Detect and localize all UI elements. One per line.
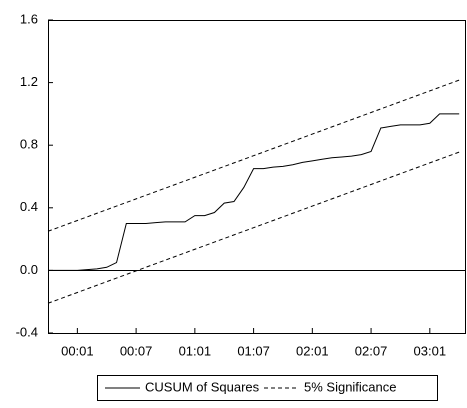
y-tick-label: 0.0 (20, 262, 38, 277)
legend-label: CUSUM of Squares (145, 379, 260, 394)
y-tick-label: 0.4 (20, 199, 38, 214)
y-tick-label: 1.2 (20, 74, 38, 89)
x-tick-label: 00:01 (61, 343, 94, 358)
legend-label: 5% Significance (304, 379, 397, 394)
x-tick-label: 03:01 (414, 343, 447, 358)
series-line (47, 151, 460, 304)
x-tick-label: 02:01 (296, 343, 329, 358)
series-line (47, 79, 460, 232)
series-line (48, 113, 460, 271)
y-tick-label: -0.4 (16, 324, 38, 339)
y-tick-label: 0.8 (20, 137, 38, 152)
legend-box (97, 375, 438, 401)
x-tick-label: 01:07 (237, 343, 270, 358)
x-tick-label: 00:07 (120, 343, 153, 358)
y-tick-label: 1.6 (20, 11, 38, 26)
x-tick-label: 02:07 (355, 343, 388, 358)
plot-frame (48, 20, 466, 334)
x-tick-label: 01:01 (179, 343, 212, 358)
